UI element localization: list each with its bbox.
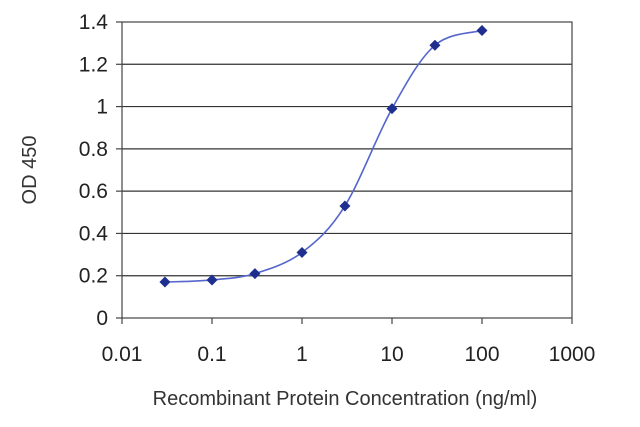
y-tick-label-1: 0.2 [79, 265, 108, 288]
y-tick-label-3: 0.6 [79, 180, 108, 203]
grid-lines [122, 63, 572, 277]
y-tick-label-6: 1.2 [79, 53, 108, 76]
y-axis-title: OD 450 [19, 136, 41, 205]
data-point-3 [296, 246, 308, 258]
y-tick-label-5: 1 [96, 96, 108, 119]
data-point-4 [339, 200, 351, 212]
y-tick-label-0: 0 [96, 307, 108, 330]
data-point-5 [386, 103, 398, 115]
y-tick-label-2: 0.4 [79, 222, 109, 245]
x-tick-label-0: 0.01 [102, 343, 143, 366]
y-tick-label-7: 1.4 [79, 11, 109, 34]
data-point-2 [249, 268, 261, 280]
x-tick-label-4: 100 [464, 343, 499, 366]
x-tick-label-2: 1 [296, 343, 308, 366]
data-point-0 [159, 276, 171, 288]
data-point-7 [476, 24, 488, 36]
x-axis-ticks: 0.01 0.1 1 10 100 1000 [102, 318, 596, 366]
x-tick-label-1: 0.1 [197, 343, 226, 366]
y-tick-label-4: 0.8 [79, 138, 108, 161]
data-points [159, 24, 488, 288]
x-axis-title: Recombinant Protein Concentration (ng/ml… [153, 388, 538, 410]
fit-curve [164, 29, 483, 283]
plot-area-frame [121, 21, 573, 319]
data-point-6 [429, 39, 441, 51]
data-point-1 [206, 274, 218, 286]
x-tick-label-5: 1000 [549, 343, 596, 366]
x-tick-label-3: 10 [380, 343, 403, 366]
y-axis-ticks: 0 0.2 0.4 0.6 0.8 1 1.2 1.4 [79, 11, 122, 330]
